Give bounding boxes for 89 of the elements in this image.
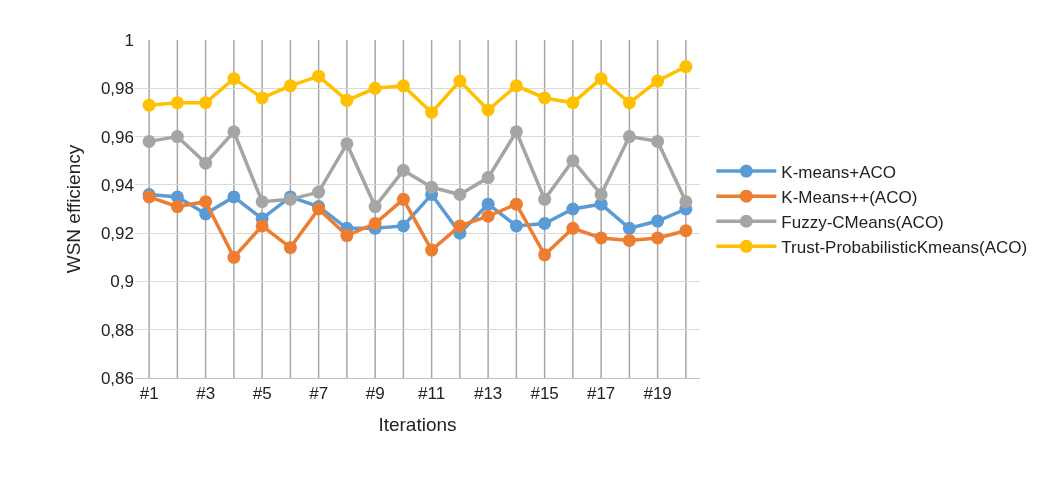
point [368, 81, 382, 95]
point [679, 224, 693, 238]
point [509, 219, 523, 233]
y-tick-label: 0,88 [100, 320, 134, 340]
point [538, 216, 552, 230]
point [679, 195, 693, 209]
point [481, 209, 495, 223]
point [312, 69, 326, 83]
point [396, 192, 410, 206]
point [622, 96, 636, 110]
point [255, 219, 269, 233]
point [340, 93, 354, 107]
y-tick-label: 0,96 [100, 127, 134, 147]
point [142, 134, 156, 148]
y-tick-label: 0,98 [100, 79, 134, 99]
point [340, 137, 354, 151]
x-tick-label: #11 [418, 384, 446, 404]
point [481, 197, 495, 211]
point [199, 195, 213, 209]
point [425, 105, 439, 119]
point [453, 74, 467, 88]
point [651, 134, 665, 148]
point [651, 74, 665, 88]
point [566, 221, 580, 235]
point [396, 79, 410, 93]
point [396, 163, 410, 177]
point [481, 103, 495, 117]
legend-label: Trust-ProbabilisticKmeans(ACO) [781, 237, 1028, 257]
y-tick-label: 0,9 [110, 272, 134, 292]
point [199, 156, 213, 170]
x-tick-label: #17 [586, 384, 616, 404]
x-tick-label: #15 [530, 384, 559, 404]
x-tick-label: #9 [365, 384, 385, 404]
point [255, 195, 269, 209]
point [170, 200, 184, 214]
point [255, 91, 269, 105]
x-axis-title: Iterations [378, 414, 457, 436]
legend-label: Fuzzy-CMeans(ACO) [781, 212, 944, 232]
point [651, 231, 665, 245]
point [170, 96, 184, 110]
point [594, 72, 608, 86]
x-tick-label: #5 [252, 384, 272, 404]
y-axis-title: WSN efficiency [62, 144, 84, 274]
point [453, 219, 467, 233]
point [227, 190, 241, 204]
point [538, 192, 552, 206]
x-tick-label: #7 [309, 384, 329, 404]
point [199, 96, 213, 110]
x-tick-label: #1 [139, 384, 159, 404]
y-tick-label: 0,92 [100, 224, 134, 244]
point [396, 219, 410, 233]
point [425, 180, 439, 194]
y-tick-label: 0,86 [100, 368, 134, 388]
x-tick-label: #13 [473, 384, 503, 404]
point [509, 79, 523, 93]
point [622, 221, 636, 235]
point [566, 96, 580, 110]
legend-label: K-means+ACO [781, 162, 897, 182]
point [425, 243, 439, 257]
point [566, 202, 580, 216]
point [538, 248, 552, 262]
point [538, 91, 552, 105]
point [227, 125, 241, 139]
point [509, 125, 523, 139]
point [622, 233, 636, 247]
point [651, 214, 665, 228]
point [481, 171, 495, 185]
point [227, 72, 241, 86]
y-tick-label: 0,94 [100, 175, 134, 195]
point [312, 185, 326, 199]
point [227, 250, 241, 264]
point [283, 241, 297, 255]
point [283, 79, 297, 93]
point [340, 229, 354, 243]
point [566, 154, 580, 168]
point [170, 130, 184, 144]
point [453, 188, 467, 201]
point [594, 188, 608, 201]
point [509, 197, 523, 211]
y-tick-label: 1 [124, 30, 134, 50]
x-tick-label: #19 [643, 384, 672, 404]
point [594, 231, 608, 245]
legend-label: K-Means++(ACO) [781, 187, 918, 207]
point [368, 216, 382, 230]
point [679, 60, 693, 74]
point [368, 200, 382, 214]
point [142, 98, 156, 112]
point [622, 130, 636, 144]
x-tick-label: #3 [196, 384, 216, 404]
